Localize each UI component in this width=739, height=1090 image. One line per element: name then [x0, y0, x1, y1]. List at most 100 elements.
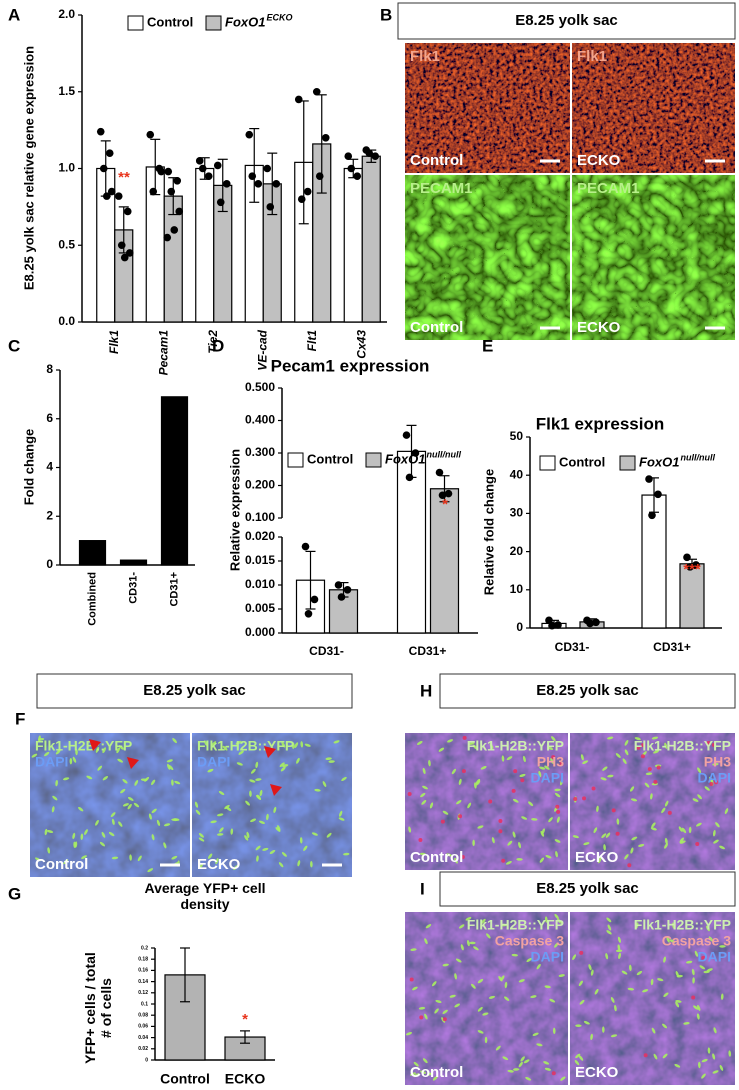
- marker-cell: [714, 780, 719, 785]
- cell-nucleus: [678, 826, 683, 832]
- data-point: [105, 149, 114, 157]
- data-point: [216, 198, 225, 207]
- data-point: [371, 152, 380, 161]
- cell-nucleus: [650, 827, 657, 831]
- cell-nucleus: [536, 1043, 543, 1047]
- cell-nucleus: [244, 835, 249, 841]
- cell-nucleus: [650, 793, 653, 800]
- condition-label: Control: [35, 856, 88, 873]
- cell-nucleus: [151, 779, 156, 786]
- cell-nucleus: [230, 828, 234, 835]
- stain-label: Flk1-H2B::YFP: [467, 917, 564, 933]
- cell-nucleus: [491, 837, 495, 844]
- cell-nucleus: [549, 998, 556, 1003]
- micrograph: PECAM1 ECKO: [572, 175, 735, 340]
- cell-nucleus: [122, 778, 128, 784]
- cell-nucleus: [556, 816, 560, 823]
- marker-cell: [691, 995, 696, 1000]
- error-bar: [249, 127, 260, 203]
- cell-nucleus: [424, 1013, 428, 1020]
- condition-label: ECKO: [577, 319, 621, 336]
- cell-nucleus: [526, 957, 532, 963]
- cell-nucleus: [486, 933, 491, 939]
- cell-nucleus: [72, 756, 77, 763]
- cell-nucleus: [672, 922, 675, 929]
- condition-label: ECKO: [575, 1064, 619, 1081]
- micrograph-texture: [405, 43, 570, 173]
- cell-nucleus: [431, 981, 437, 987]
- stain-label: Flk1: [410, 48, 440, 65]
- cell-nucleus: [669, 939, 676, 943]
- cell-nucleus: [427, 1072, 434, 1076]
- y-tick-label: 0.16: [138, 968, 148, 974]
- cell-nucleus: [296, 757, 300, 764]
- cell-nucleus: [550, 757, 554, 764]
- legend-superscript: ECKO: [266, 12, 292, 22]
- cell-nucleus: [719, 1064, 724, 1071]
- cell-nucleus: [610, 997, 615, 1003]
- cell-nucleus: [651, 1027, 656, 1034]
- error-bar: [305, 550, 316, 610]
- cell-nucleus: [325, 757, 332, 761]
- cell-nucleus: [172, 737, 177, 744]
- cell-nucleus: [75, 748, 78, 756]
- bar: [679, 563, 705, 629]
- cell-nucleus: [488, 995, 496, 999]
- cell-nucleus: [147, 868, 154, 873]
- cell-nucleus: [572, 835, 579, 839]
- cell-nucleus: [605, 832, 611, 838]
- cell-nucleus: [171, 855, 178, 860]
- cell-nucleus: [624, 749, 629, 756]
- cell-nucleus: [578, 1055, 584, 1061]
- cell-nucleus: [578, 980, 583, 987]
- x-tick-label: Combined: [86, 572, 98, 626]
- cell-nucleus: [413, 1073, 420, 1078]
- cell-nucleus: [442, 963, 449, 967]
- cell-nucleus: [475, 778, 481, 785]
- cell-nucleus: [408, 826, 412, 833]
- condition-label: Control: [410, 319, 463, 336]
- bar: [119, 559, 148, 566]
- cell-nucleus: [262, 847, 269, 851]
- cell-nucleus: [151, 834, 155, 841]
- cell-nucleus: [273, 806, 277, 814]
- stain-label: DAPI: [35, 754, 68, 770]
- y-tick-label: 20: [510, 544, 524, 558]
- cell-nucleus: [171, 818, 178, 822]
- cell-nucleus: [500, 923, 507, 927]
- micrograph-texture: [405, 912, 568, 1085]
- cell-nucleus: [602, 766, 608, 771]
- cell-nucleus: [554, 792, 561, 798]
- cell-nucleus: [249, 790, 252, 797]
- cell-nucleus: [610, 1034, 618, 1038]
- cell-nucleus: [454, 857, 458, 864]
- data-point: [444, 489, 453, 498]
- cell-nucleus: [303, 845, 308, 852]
- cell-nucleus: [512, 831, 516, 838]
- cell-nucleus: [137, 855, 142, 862]
- cell-nucleus: [425, 924, 432, 929]
- cell-nucleus: [469, 941, 476, 945]
- data-point: [102, 192, 111, 200]
- marker-cell: [695, 842, 700, 847]
- chart-title: Average YFP+ cell density: [144, 880, 266, 913]
- cell-nucleus: [701, 1073, 706, 1079]
- marker-cell: [460, 855, 465, 860]
- y-axis-label: Relative fold change: [481, 469, 496, 595]
- cell-nucleus: [101, 831, 106, 838]
- data-point: [438, 491, 447, 500]
- micrograph: Flk1 ECKO: [572, 43, 735, 173]
- stain-label: Flk1-H2B::YFP: [197, 738, 294, 754]
- cell-nucleus: [554, 913, 559, 920]
- cell-nucleus: [326, 832, 332, 838]
- cell-nucleus: [133, 802, 140, 808]
- cell-nucleus: [544, 1067, 552, 1071]
- legend-swatch: [205, 15, 222, 31]
- cell-nucleus: [674, 1063, 681, 1068]
- y-tick-label: 6: [46, 411, 53, 425]
- panel-header-box: [439, 871, 736, 907]
- cell-nucleus: [617, 944, 621, 951]
- cell-nucleus: [217, 833, 224, 836]
